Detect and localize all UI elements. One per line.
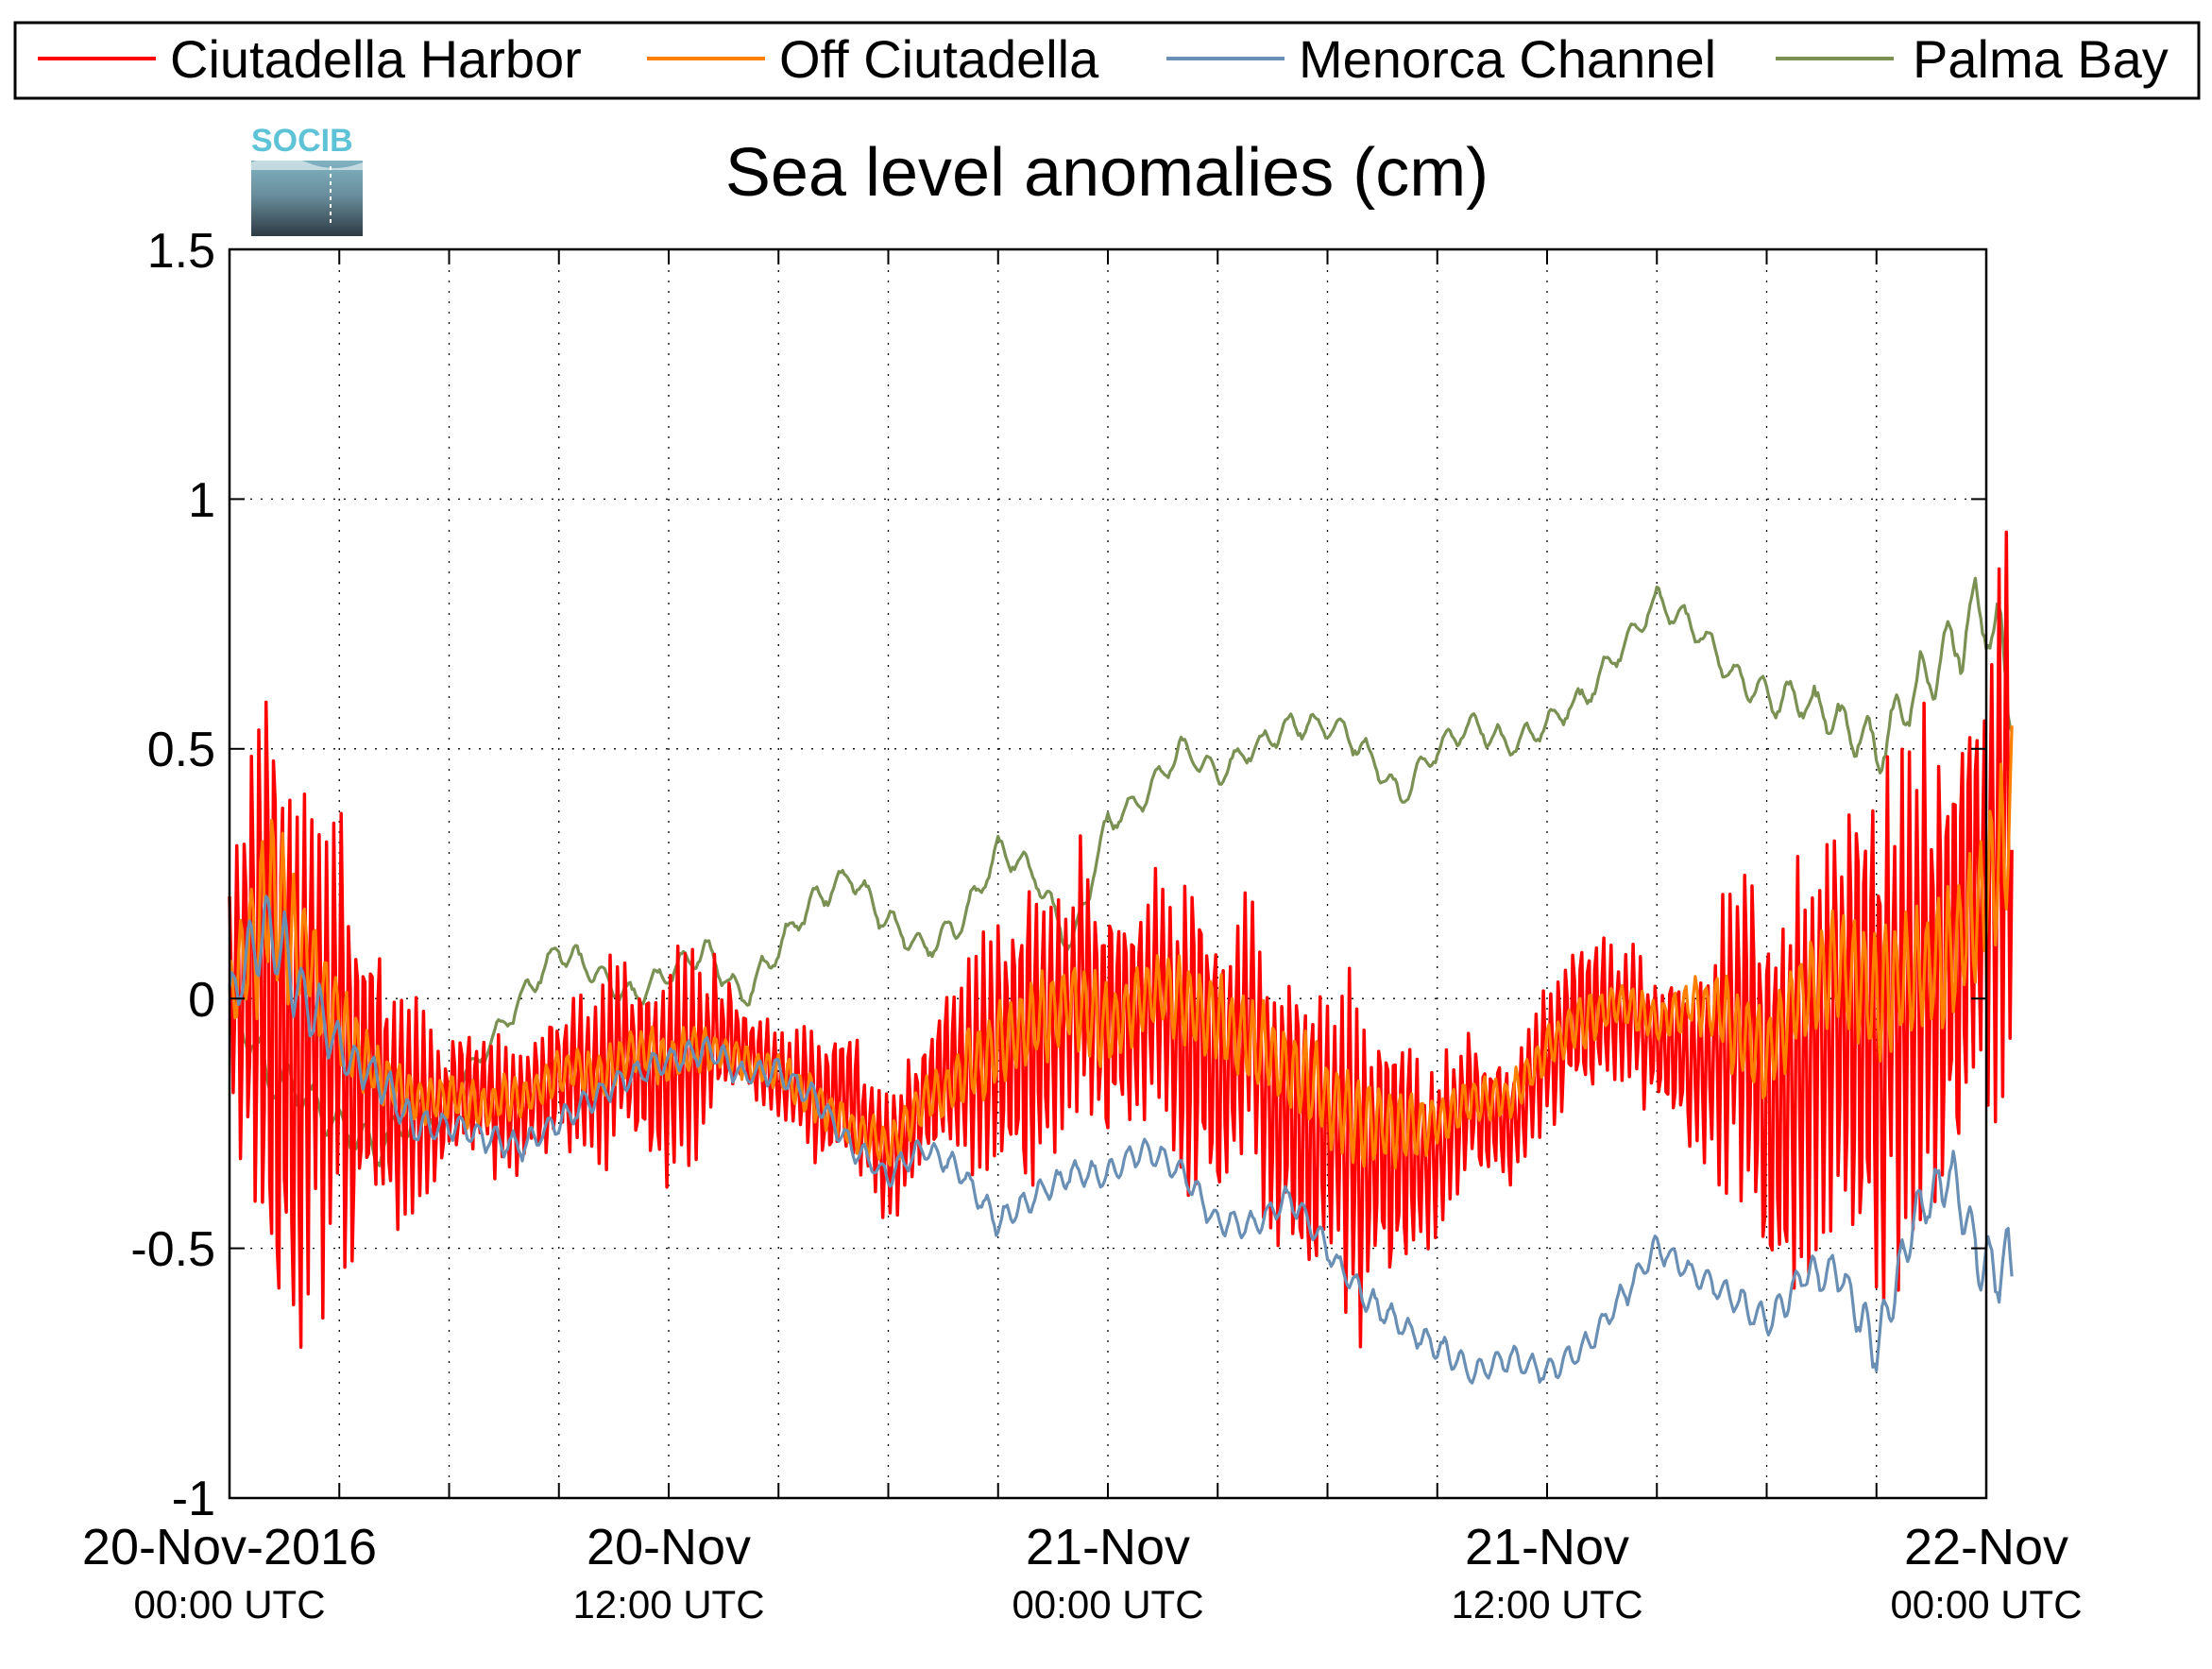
y-tick-label: -1 [172,1472,215,1526]
logo-text: SOCIB [251,123,353,159]
x-tick-time: 00:00 UTC [1012,1582,1203,1626]
chart-title: Sea level anomalies (cm) [725,135,1489,211]
series-line-menorca-channel [228,894,2014,1385]
legend-label-palma-bay: Palma Bay [1913,29,2169,89]
x-tick-date: 22-Nov [1904,1519,2068,1575]
x-tick-time: 12:00 UTC [572,1582,764,1626]
x-tick-date: 21-Nov [1465,1519,1629,1575]
series-line-palma-bay [228,576,2014,1167]
axis-ticks [230,248,1986,1499]
y-tick-label: 1.5 [147,224,215,279]
legend: Ciutadella Harbor Off Ciutadella Menorca… [13,21,2201,100]
x-tick-date: 20-Nov [587,1519,751,1575]
legend-label-menorca-channel: Menorca Channel [1299,29,1716,89]
x-tick-time: 00:00 UTC [1890,1582,2082,1626]
socib-logo-icon: SOCIB [251,123,363,236]
x-tick-date: 21-Nov [1026,1519,1190,1575]
plot-frame [228,247,1988,1500]
x-tick-time: 00:00 UTC [133,1582,325,1626]
series-lines [228,530,2014,1385]
legend-label-ciutadella-harbor: Ciutadella Harbor [170,29,582,89]
y-tick-label: 1 [188,473,215,528]
x-tick-date: 20-Nov-2016 [82,1519,377,1575]
x-axis-labels: 20-Nov-2016 00:00 UTC 20-Nov 12:00 UTC 2… [82,1519,2083,1626]
x-tick-time: 12:00 UTC [1451,1582,1642,1626]
series-line-off-ciutadella [229,725,2014,1170]
legend-label-off-ciutadella: Off Ciutadella [779,29,1099,89]
y-axis-labels: -1 -0.5 0 0.5 1 1.5 [130,224,215,1526]
y-tick-label: 0 [188,973,215,1028]
y-tick-label: 0.5 [147,723,215,777]
y-tick-label: -0.5 [130,1222,215,1277]
plot-area [228,247,2014,1500]
